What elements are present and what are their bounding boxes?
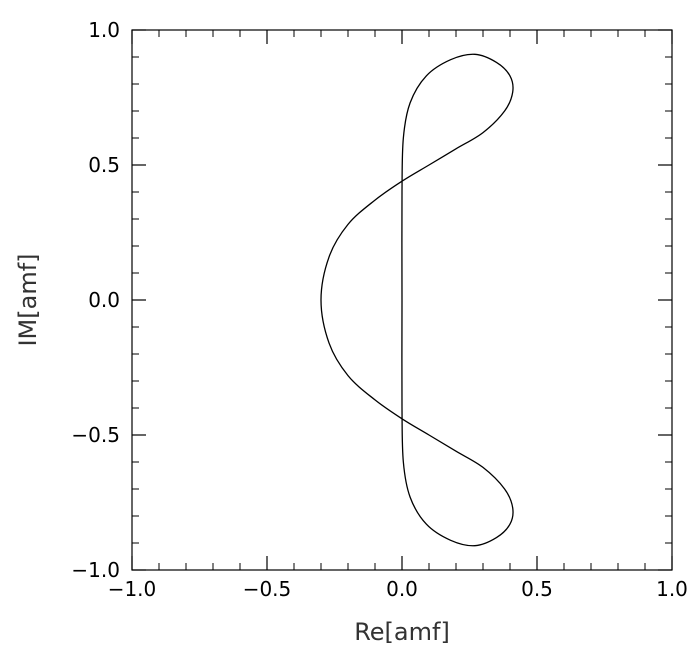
y-tick-label: 0.5 [88,153,120,177]
x-tick-label: 0.5 [521,577,553,601]
x-axis-title: Re[amf] [354,618,450,646]
y-tick-label: −0.5 [71,423,120,447]
series-line [320,53,514,547]
y-tick-label: 1.0 [88,18,120,42]
x-tick-label: −0.5 [243,577,292,601]
y-tick-label: 0.0 [88,288,120,312]
y-axis-title: IM[amf] [14,253,42,346]
x-tick-label: 1.0 [656,577,688,601]
x-tick-label: 0.0 [386,577,418,601]
tick-labels: −1.0 −0.5 0.0 0.5 1.0 −1.0 −0.5 0.0 0.5 1.0 [71,18,687,601]
minor-ticks [132,30,672,570]
x-tick-label: −1.0 [108,577,157,601]
y-tick-label: −1.0 [71,558,120,582]
plot-frame [131,29,673,571]
